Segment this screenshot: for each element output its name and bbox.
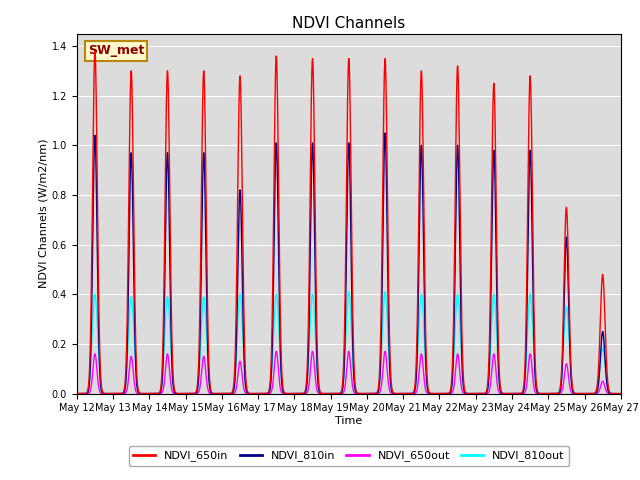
X-axis label: Time: Time bbox=[335, 416, 362, 426]
Title: NDVI Channels: NDVI Channels bbox=[292, 16, 405, 31]
Text: SW_met: SW_met bbox=[88, 44, 144, 58]
Legend: NDVI_650in, NDVI_810in, NDVI_650out, NDVI_810out: NDVI_650in, NDVI_810in, NDVI_650out, NDV… bbox=[129, 446, 569, 466]
Y-axis label: NDVI Channels (W/m2/nm): NDVI Channels (W/m2/nm) bbox=[39, 139, 49, 288]
